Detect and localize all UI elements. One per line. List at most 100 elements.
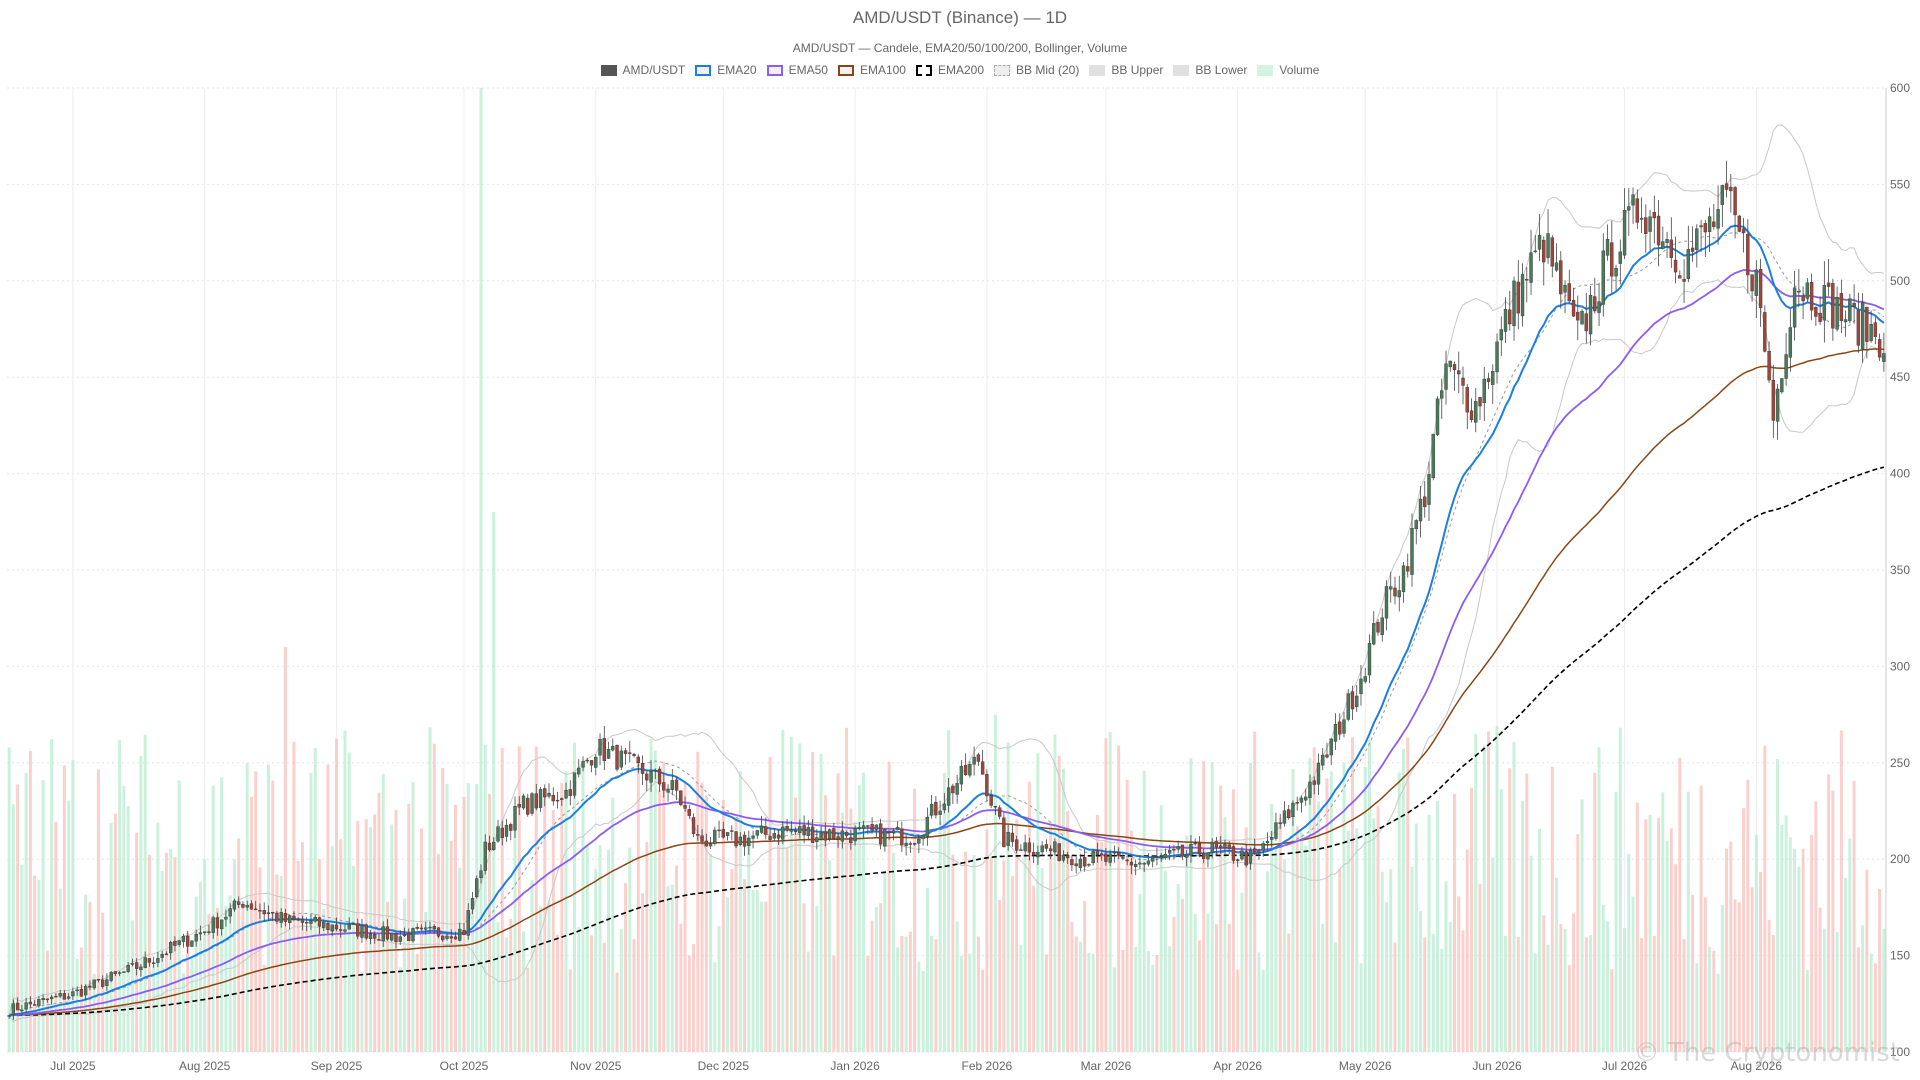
- candle-body: [177, 940, 181, 945]
- candle-body: [1244, 851, 1248, 866]
- volume-bar: [1159, 804, 1163, 1052]
- candle-body: [717, 829, 721, 832]
- volume-bar: [662, 761, 666, 1052]
- volume-bar: [203, 859, 207, 1052]
- candle-body: [1002, 817, 1006, 848]
- candle-body: [1155, 856, 1159, 858]
- candle-body: [1788, 327, 1793, 358]
- volume-bar: [1763, 745, 1767, 1052]
- volume-bar: [874, 907, 878, 1052]
- volume-bar: [1138, 893, 1142, 1052]
- candle-body: [20, 1009, 24, 1012]
- volume-bar: [573, 742, 577, 1052]
- volume-bar: [1848, 838, 1852, 1052]
- volume-bar: [798, 743, 802, 1052]
- volume-bar: [777, 829, 781, 1052]
- legend-item-6[interactable]: BB Upper: [1089, 63, 1163, 77]
- volume-bar: [1032, 885, 1036, 1052]
- volume-bar: [152, 965, 156, 1052]
- volume-bar: [1155, 954, 1159, 1052]
- candle-body: [925, 817, 930, 837]
- volume-bar: [862, 772, 866, 1052]
- candle-body: [458, 928, 462, 941]
- volume-bar: [726, 897, 730, 1052]
- volume-bar: [1287, 933, 1291, 1052]
- volume-bar: [1703, 897, 1707, 1052]
- candle-body: [126, 965, 130, 972]
- x-tick-label: May 2026: [1339, 1059, 1392, 1073]
- candle-body: [1550, 237, 1554, 267]
- candle-body: [1295, 802, 1299, 804]
- volume-bar: [479, 88, 483, 1052]
- volume-bar: [1504, 935, 1508, 1052]
- volume-bar: [130, 920, 134, 1052]
- volume-bar: [1822, 928, 1826, 1052]
- legend-item-0[interactable]: AMD/USDT: [600, 63, 685, 77]
- volume-bar: [581, 765, 585, 1052]
- candle-body: [1099, 853, 1104, 856]
- volume-bar: [717, 926, 721, 1052]
- volume-bar: [836, 773, 840, 1052]
- candle-body: [976, 754, 981, 762]
- volume-bar: [241, 903, 245, 1052]
- volume-bar: [1465, 849, 1469, 1052]
- candle-body: [1720, 185, 1725, 205]
- candle-body: [1457, 370, 1461, 375]
- volume-bar: [1142, 770, 1146, 1052]
- candle-body: [521, 795, 526, 809]
- legend-label: Volume: [1279, 63, 1320, 77]
- volume-bar: [615, 972, 619, 1052]
- candle-body: [156, 958, 160, 963]
- candle-body: [1312, 780, 1316, 785]
- candle-body: [572, 772, 577, 796]
- candle-body: [28, 1001, 33, 1005]
- volume-bar: [853, 821, 857, 1052]
- ema100-line: [9, 348, 1884, 1017]
- candle-body: [1491, 371, 1495, 385]
- volume-bar: [1312, 747, 1316, 1052]
- candle-body: [1597, 301, 1601, 313]
- y-tick-label: 200: [1890, 852, 1910, 866]
- legend-item-5[interactable]: BB Mid (20): [994, 63, 1079, 77]
- candle-body: [708, 843, 713, 847]
- volume-bar: [1805, 970, 1809, 1052]
- candle-body: [58, 993, 62, 997]
- candle-body: [1614, 267, 1618, 277]
- candle-body: [968, 763, 972, 776]
- x-tick-label: Dec 2025: [698, 1059, 750, 1073]
- legend-item-1[interactable]: EMA20: [695, 63, 757, 77]
- volume-bar: [1661, 792, 1665, 1052]
- candle-body: [883, 829, 887, 847]
- legend-item-8[interactable]: Volume: [1257, 63, 1319, 77]
- volume-bar: [1134, 946, 1138, 1052]
- legend-item-2[interactable]: EMA50: [766, 63, 828, 77]
- candle-body: [1610, 242, 1614, 277]
- volume-bar: [1308, 757, 1312, 1052]
- volume-bar: [1856, 947, 1860, 1052]
- candle-body: [912, 843, 917, 845]
- volume-bar: [173, 857, 177, 1052]
- volume-bar: [1495, 726, 1499, 1052]
- y-tick-label: 100: [1890, 1045, 1910, 1059]
- candle-body: [768, 836, 772, 840]
- volume-bar: [1686, 791, 1690, 1052]
- volume-bar: [1635, 802, 1639, 1052]
- candle-body: [1146, 860, 1151, 865]
- legend-item-4[interactable]: EMA200: [915, 63, 984, 77]
- x-tick-label: Jun 2026: [1472, 1059, 1522, 1073]
- volume-bar: [819, 754, 823, 1052]
- legend-item-7[interactable]: BB Lower: [1173, 63, 1247, 77]
- volume-bar: [1801, 848, 1805, 1052]
- candle-body: [781, 826, 785, 840]
- volume-bar: [1108, 731, 1112, 1052]
- legend-item-3[interactable]: EMA100: [837, 63, 906, 77]
- volume-bar: [1074, 936, 1078, 1052]
- volume-bar: [1457, 896, 1461, 1052]
- volume-bar: [1559, 923, 1563, 1052]
- candle-body: [407, 933, 411, 942]
- volume-bar: [513, 806, 517, 1052]
- volume-bar: [1606, 921, 1610, 1052]
- candle-body: [589, 760, 594, 766]
- volume-bar: [628, 847, 632, 1052]
- volume-bar: [1355, 828, 1359, 1052]
